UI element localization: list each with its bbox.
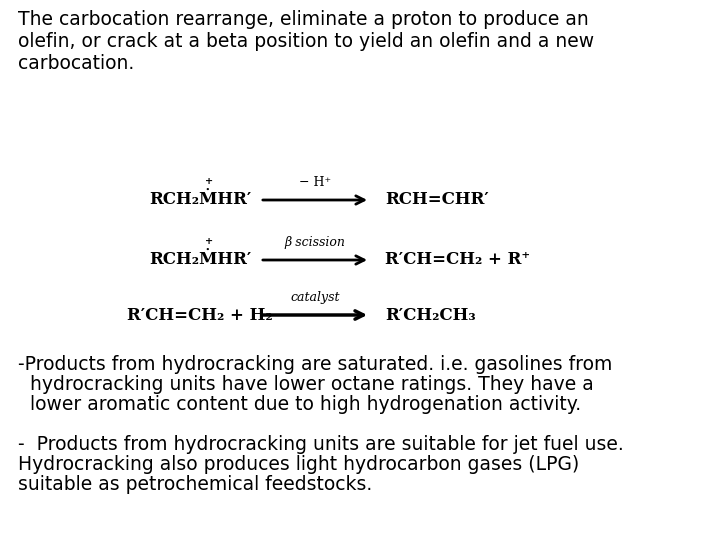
Text: -  Products from hydrocracking units are suitable for jet fuel use.: - Products from hydrocracking units are … [18,435,624,454]
Text: +: + [205,237,213,246]
Text: R′CH₂CH₃: R′CH₂CH₃ [385,307,476,323]
Text: lower aromatic content due to high hydrogenation activity.: lower aromatic content due to high hydro… [18,395,581,414]
Text: RCH₂ṀHR′: RCH₂ṀHR′ [149,252,251,268]
Text: Hydrocracking also produces light hydrocarbon gases (LPG): Hydrocracking also produces light hydroc… [18,455,580,474]
Text: -Products from hydrocracking are saturated. i.e. gasolines from: -Products from hydrocracking are saturat… [18,355,613,374]
Text: carbocation.: carbocation. [18,54,134,73]
Text: RCH=CHR′: RCH=CHR′ [385,192,489,208]
Text: olefin, or crack at a beta position to yield an olefin and a new: olefin, or crack at a beta position to y… [18,32,594,51]
Text: R′CH=CH₂ + H₂: R′CH=CH₂ + H₂ [127,307,273,323]
Text: R′CH=CH₂ + R⁺: R′CH=CH₂ + R⁺ [385,252,530,268]
Text: catalyst: catalyst [290,291,340,304]
Text: The carbocation rearrange, eliminate a proton to produce an: The carbocation rearrange, eliminate a p… [18,10,589,29]
Text: RCH₂ṀHR′: RCH₂ṀHR′ [149,192,251,208]
Text: suitable as petrochemical feedstocks.: suitable as petrochemical feedstocks. [18,475,372,494]
Text: β scission: β scission [284,236,346,249]
Text: hydrocracking units have lower octane ratings. They have a: hydrocracking units have lower octane ra… [18,375,594,394]
Text: − H⁺: − H⁺ [299,176,331,189]
Text: +: + [205,177,213,186]
